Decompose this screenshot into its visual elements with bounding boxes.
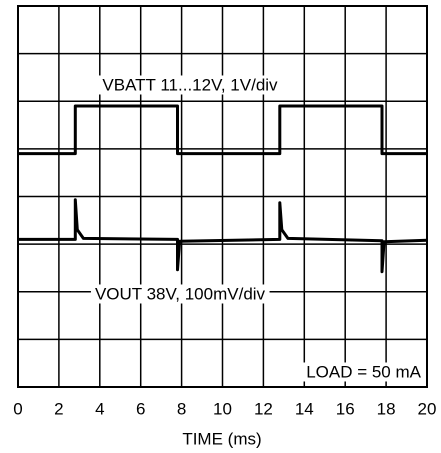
x-tick-label: 12 [254, 399, 273, 418]
plot-border [17, 5, 428, 388]
x-tick-label: 18 [377, 399, 396, 418]
annotation: LOAD = 50 mA [306, 362, 421, 381]
trace [18, 104, 427, 156]
annotation: VOUT 38V, 100mV/div [95, 284, 266, 303]
x-tick-label: 14 [295, 399, 314, 418]
x-tick-label: 8 [177, 399, 186, 418]
x-tick-label: 10 [213, 399, 232, 418]
annotation-background [90, 284, 270, 304]
x-tick-label: 16 [336, 399, 355, 418]
annotation-background [302, 362, 426, 382]
x-tick-label: 0 [13, 399, 22, 418]
annotation-background [98, 75, 283, 95]
x-tick-label: 4 [95, 399, 104, 418]
x-axis-label: TIME (ms) [182, 429, 261, 448]
trace [18, 198, 428, 274]
x-tick-label: 20 [418, 399, 437, 418]
x-tick-label: 2 [54, 399, 63, 418]
x-tick-label: 6 [136, 399, 145, 418]
annotation: VBATT 11...12V, 1V/div [102, 75, 278, 94]
